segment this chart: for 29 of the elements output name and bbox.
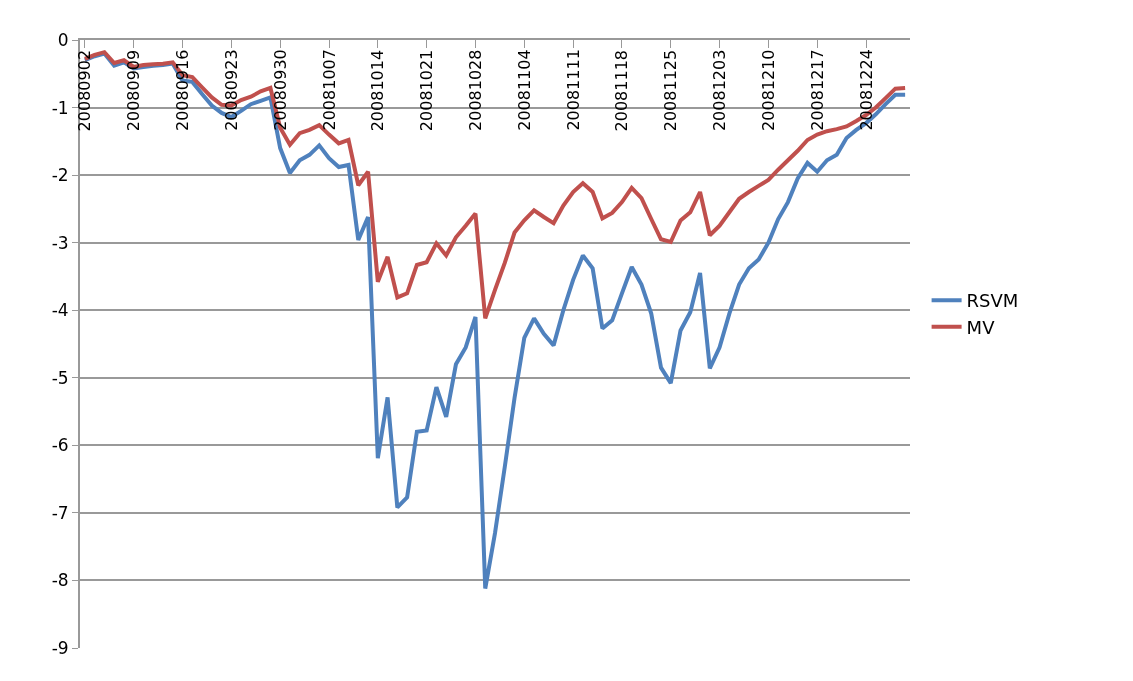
x-tick-label: 20081028	[465, 49, 485, 131]
y-tick-label: -6	[51, 435, 69, 456]
y-tick-label: -2	[51, 165, 69, 186]
x-tick-label: 20080902	[75, 49, 95, 132]
y-tick-label: -7	[51, 502, 69, 523]
y-tick-label: -9	[51, 637, 69, 658]
x-tick-label: 20081217	[807, 49, 827, 131]
x-tick-label: 20081118	[612, 50, 632, 132]
legend-label: MV	[966, 316, 996, 338]
x-tick-label: 20081210	[758, 49, 778, 131]
x-tick-label: 20081224	[856, 49, 876, 131]
y-tick-label: -1	[51, 97, 69, 118]
x-tick-label: 20080923	[221, 49, 241, 131]
x-tick-label: 20081111	[563, 49, 583, 131]
x-tick-label: 20080916	[173, 49, 193, 132]
x-tick-label: 20081104	[514, 49, 534, 131]
y-tick-label: -8	[51, 570, 69, 591]
x-tick-label: 20080909	[124, 49, 144, 132]
x-tick-label: 20081203	[710, 49, 730, 132]
y-tick-label: -4	[51, 300, 69, 321]
x-tick-label: 20081125	[661, 49, 681, 132]
legend-label: RSVM	[966, 290, 1019, 312]
y-tick-label: -5	[51, 367, 69, 388]
x-tick-label: 20080930	[270, 49, 290, 131]
y-tick-label: 0	[57, 29, 69, 50]
x-tick-label: 20081007	[319, 49, 339, 131]
x-tick-label: 20081021	[417, 49, 437, 132]
x-tick-label: 20081014	[368, 49, 388, 132]
y-tick-label: -3	[51, 232, 69, 253]
